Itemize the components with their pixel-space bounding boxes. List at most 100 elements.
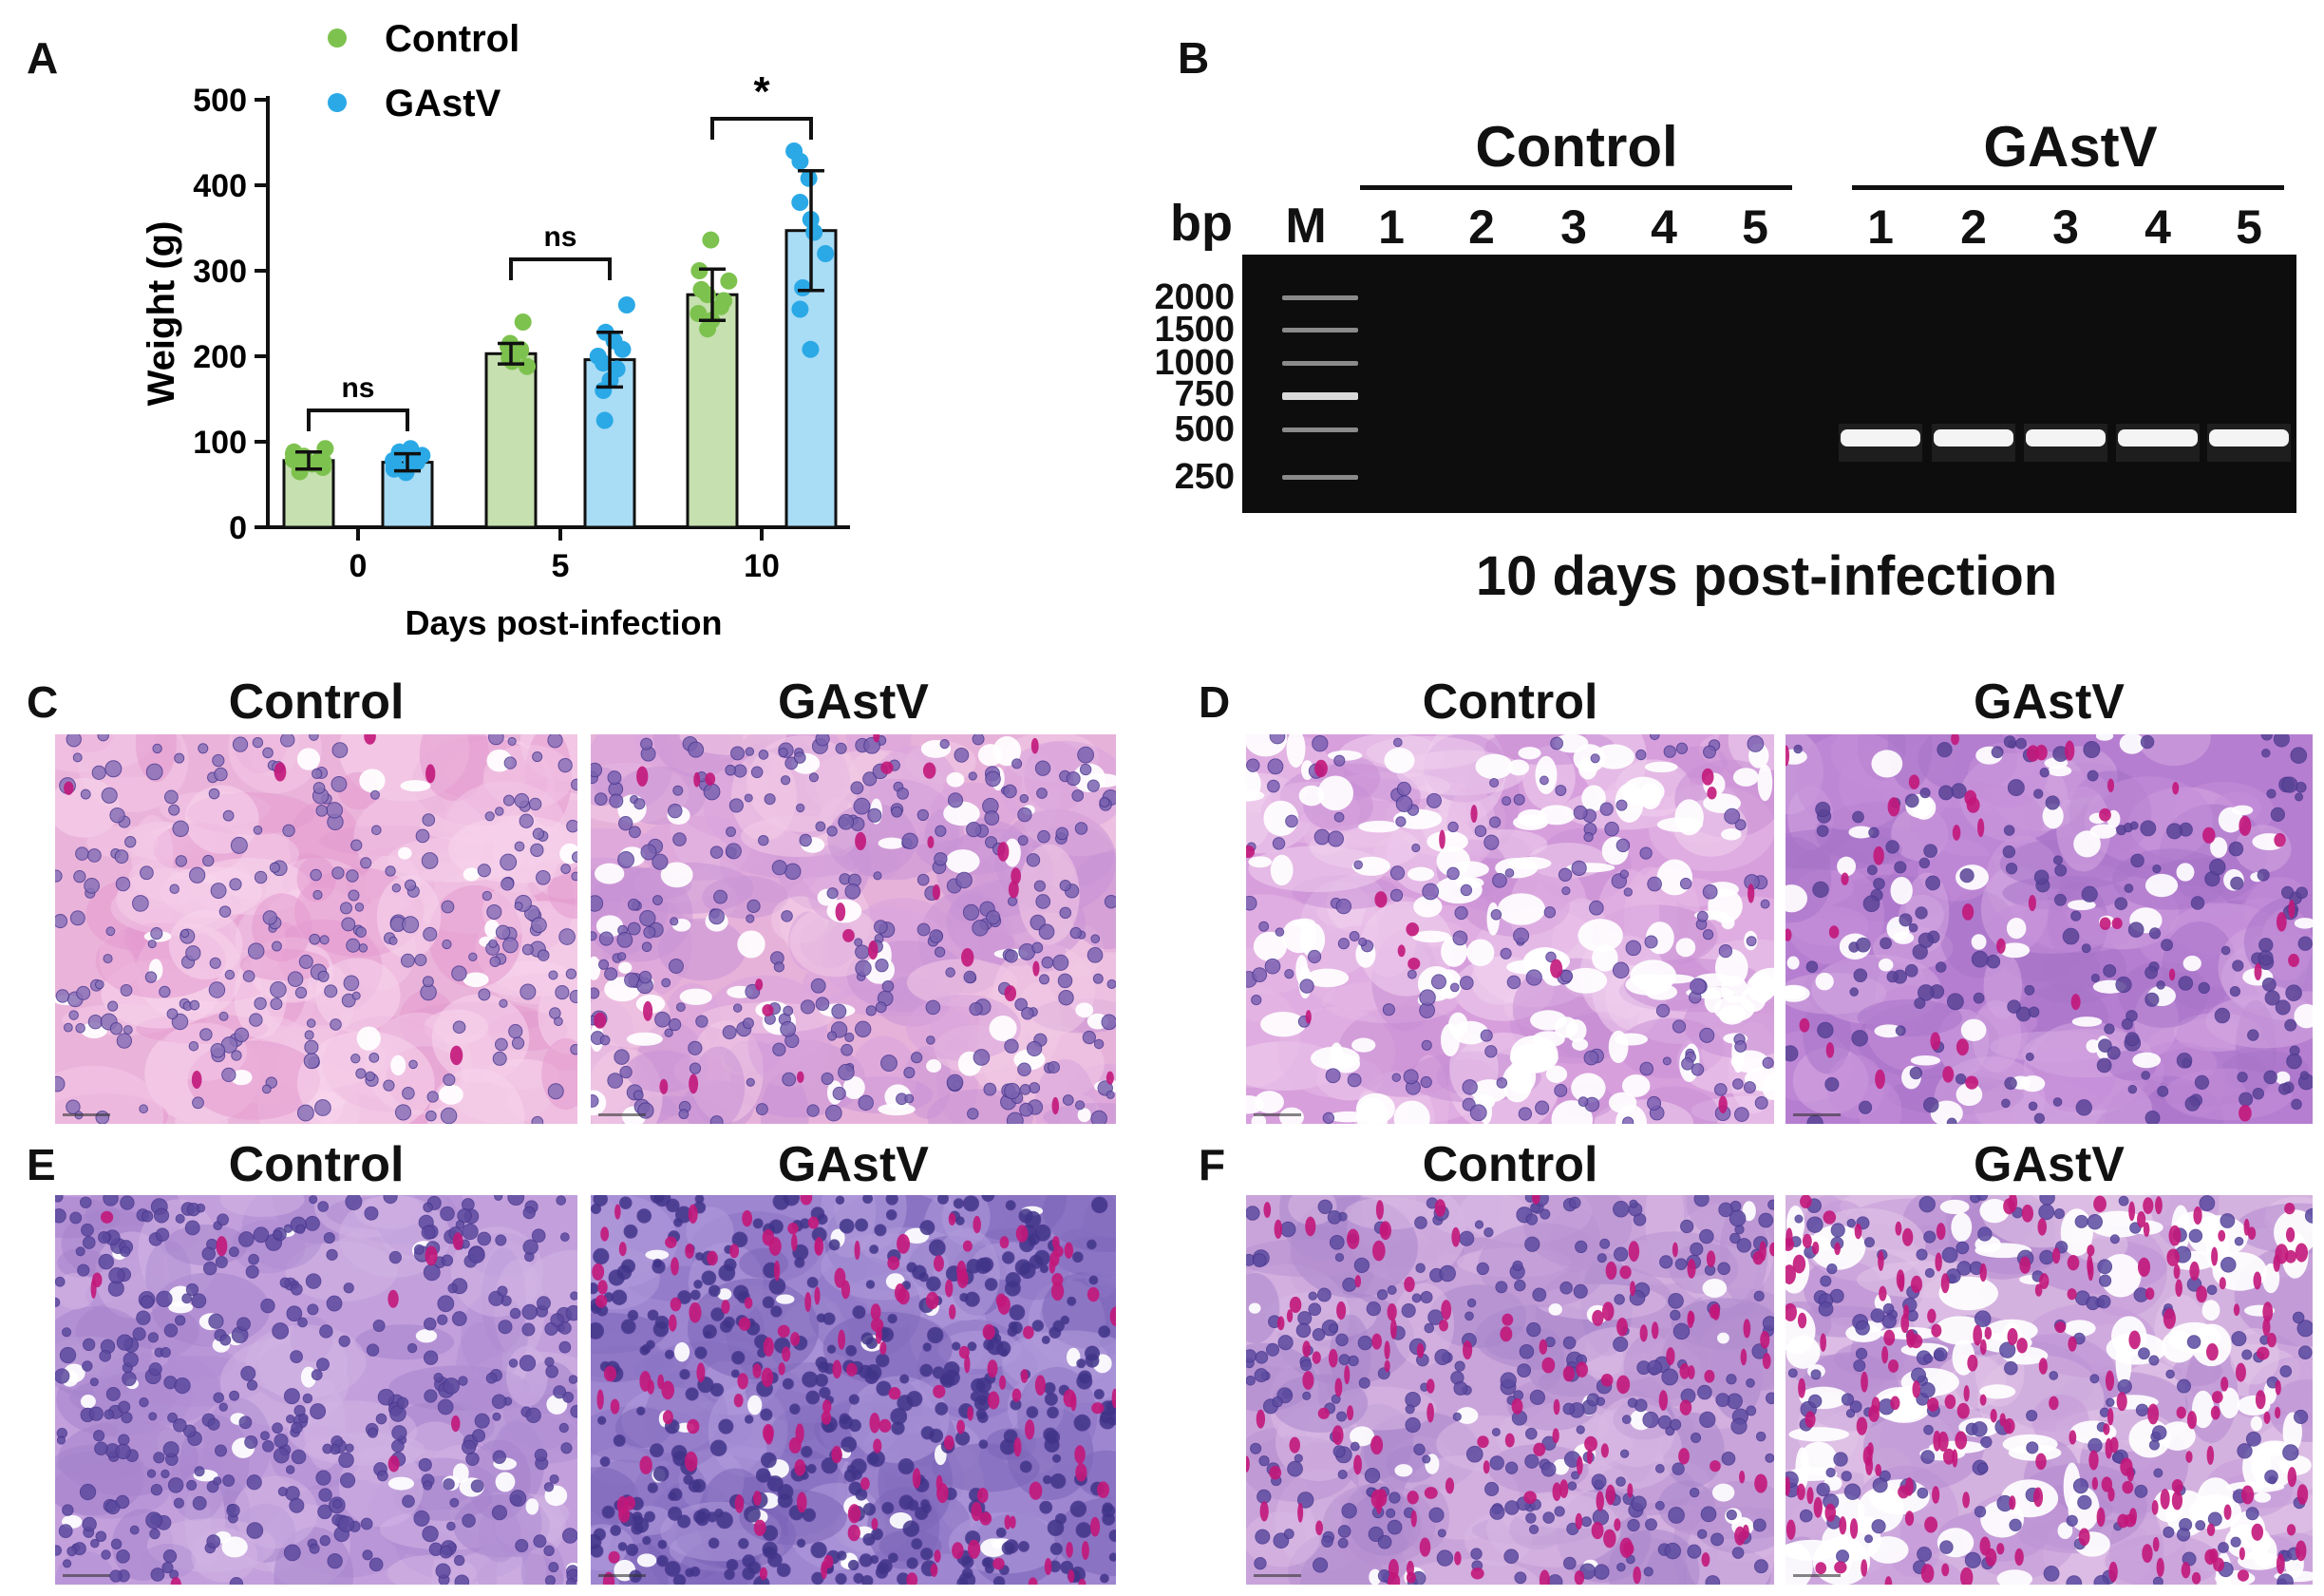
red-blood-cell — [1908, 774, 1920, 789]
vacuole — [2252, 1534, 2277, 1568]
red-blood-cell — [1539, 1339, 1548, 1355]
nucleus — [1059, 906, 1072, 920]
nucleus — [66, 1546, 77, 1557]
nucleus — [967, 1108, 979, 1120]
nucleus — [140, 865, 154, 881]
nucleus — [954, 1431, 971, 1446]
red-blood-cell — [671, 1257, 679, 1276]
nucleus — [1518, 1107, 1533, 1121]
nucleus — [646, 1340, 655, 1350]
nucleus — [936, 1195, 949, 1205]
nucleus — [1430, 974, 1446, 990]
vacuole — [1786, 986, 1806, 999]
nucleus — [521, 1322, 536, 1337]
red-blood-cell — [1839, 1516, 1847, 1535]
vacuole — [400, 780, 431, 792]
nucleus — [1042, 1474, 1052, 1485]
nucleus — [232, 736, 249, 752]
nucleus — [1088, 1275, 1099, 1285]
nucleus — [920, 1547, 934, 1561]
red-blood-cell — [659, 1078, 669, 1094]
nucleus — [593, 1195, 608, 1207]
nucleus — [2098, 1274, 2112, 1287]
nucleus — [75, 1023, 85, 1034]
nucleus — [661, 978, 671, 988]
red-blood-cell — [1539, 1569, 1550, 1585]
nucleus — [1026, 1040, 1043, 1057]
nucleus — [2049, 1371, 2059, 1380]
red-blood-cell — [888, 1387, 901, 1400]
nucleus — [545, 1364, 558, 1378]
nucleus — [1269, 734, 1286, 745]
nucleus — [627, 1309, 639, 1321]
vacuole — [2048, 765, 2072, 777]
red-blood-cell — [2039, 1273, 2050, 1290]
vacuole — [1407, 866, 1435, 882]
vacuole — [525, 1498, 539, 1515]
nucleus — [350, 1054, 361, 1064]
panel-c-control-micrograph — [55, 734, 577, 1124]
nucleus — [1251, 994, 1262, 1006]
nucleus — [1364, 1468, 1381, 1484]
red-blood-cell — [1976, 818, 1985, 838]
nucleus — [1691, 1063, 1705, 1076]
red-blood-cell — [2285, 1226, 2296, 1243]
nucleus — [1787, 1368, 1798, 1378]
nucleus — [326, 1248, 338, 1261]
nucleus — [891, 1421, 905, 1435]
nucleus — [793, 751, 806, 764]
nucleus — [617, 851, 634, 868]
red-blood-cell — [873, 1438, 882, 1454]
nucleus — [2097, 1259, 2113, 1275]
nucleus — [799, 833, 812, 847]
red-blood-cell — [1762, 1353, 1771, 1370]
nucleus — [242, 970, 255, 982]
red-blood-cell — [387, 1455, 400, 1472]
nucleus — [451, 1311, 467, 1326]
nucleus — [185, 1282, 199, 1297]
red-blood-cell — [804, 1292, 812, 1312]
bar-control-day-5 — [484, 352, 538, 529]
nucleus — [1923, 1424, 1934, 1435]
nucleus — [153, 1452, 165, 1464]
red-blood-cell — [2262, 1318, 2271, 1337]
vacuole — [595, 863, 625, 884]
nucleus — [1661, 1368, 1679, 1386]
nucleus — [1882, 1302, 1895, 1315]
nucleus — [302, 1393, 313, 1404]
cytoplasm — [1486, 1492, 1621, 1568]
nucleus — [1108, 1529, 1116, 1543]
nucleus — [103, 954, 113, 964]
nucleus — [1612, 961, 1630, 979]
nucleus — [1102, 1512, 1116, 1526]
vacuole — [2006, 918, 2027, 940]
nucleus — [841, 1043, 854, 1056]
gel-image — [1242, 255, 2296, 513]
cytoplasm — [387, 1554, 477, 1585]
red-blood-cell — [1416, 1342, 1425, 1358]
nucleus — [1422, 1454, 1431, 1464]
data-point — [817, 245, 835, 262]
nucleus — [821, 1456, 839, 1474]
vacuole — [1456, 1407, 1479, 1424]
red-blood-cell — [734, 1494, 745, 1513]
nucleus — [971, 1378, 987, 1394]
red-blood-cell — [1820, 1333, 1826, 1352]
red-blood-cell — [1020, 1369, 1029, 1383]
vacuole — [1317, 775, 1354, 811]
nucleus — [854, 1020, 872, 1038]
nucleus — [348, 889, 360, 902]
nucleus — [758, 750, 769, 760]
nucleus — [1974, 1310, 1992, 1327]
nucleus — [2106, 1397, 2115, 1407]
nucleus — [260, 1298, 275, 1314]
nucleus — [2177, 1378, 2191, 1394]
red-blood-cell — [2107, 1408, 2114, 1426]
red-blood-cell — [1752, 1250, 1765, 1265]
panel-letter-d: D — [1199, 677, 1231, 727]
red-blood-cell — [1944, 1394, 1956, 1410]
red-blood-cell — [1276, 1316, 1285, 1331]
nucleus — [607, 1073, 623, 1089]
nucleus — [633, 798, 646, 810]
nucleus — [1019, 1084, 1031, 1095]
